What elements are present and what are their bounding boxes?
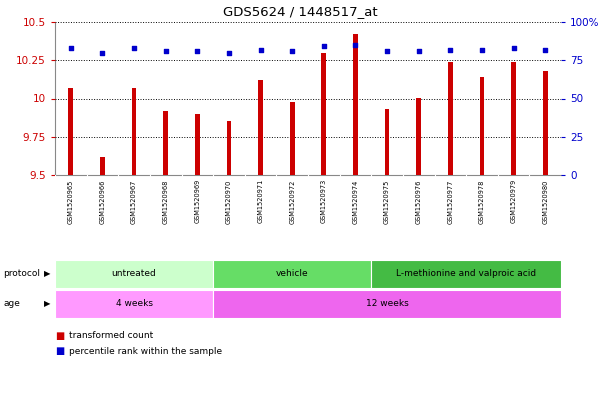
Bar xyxy=(69,88,73,175)
Point xyxy=(477,46,487,53)
Text: ▶: ▶ xyxy=(44,270,50,279)
Text: GSM1520976: GSM1520976 xyxy=(416,179,422,224)
Bar xyxy=(227,121,231,175)
Text: ▶: ▶ xyxy=(44,299,50,309)
Text: percentile rank within the sample: percentile rank within the sample xyxy=(69,347,222,356)
Text: GSM1520975: GSM1520975 xyxy=(384,179,390,224)
Bar xyxy=(55,290,213,318)
Bar xyxy=(213,260,371,288)
Point xyxy=(509,45,519,51)
Point xyxy=(540,46,550,53)
Text: vehicle: vehicle xyxy=(276,270,308,279)
Bar xyxy=(100,157,105,175)
Point xyxy=(192,48,202,54)
Bar xyxy=(132,88,136,175)
Point xyxy=(97,50,107,56)
Bar xyxy=(290,101,294,175)
Point xyxy=(129,45,139,51)
Point xyxy=(256,46,266,53)
Bar xyxy=(258,80,263,175)
Text: age: age xyxy=(3,299,20,309)
Bar xyxy=(448,62,453,175)
Text: GSM1520967: GSM1520967 xyxy=(131,179,137,224)
Text: GSM1520971: GSM1520971 xyxy=(258,179,264,223)
Bar xyxy=(371,260,561,288)
Bar xyxy=(511,62,516,175)
Point xyxy=(224,50,234,56)
Text: L-methionine and valproic acid: L-methionine and valproic acid xyxy=(396,270,536,279)
Point xyxy=(66,45,76,51)
Text: GSM1520974: GSM1520974 xyxy=(352,179,358,224)
Text: GSM1520979: GSM1520979 xyxy=(511,179,517,223)
Point xyxy=(319,43,329,50)
Bar xyxy=(353,34,358,175)
Point xyxy=(414,48,424,54)
Text: GSM1520968: GSM1520968 xyxy=(163,179,169,224)
Bar xyxy=(55,260,213,288)
Text: protocol: protocol xyxy=(3,270,40,279)
Text: ■: ■ xyxy=(55,331,64,341)
Text: 12 weeks: 12 weeks xyxy=(365,299,409,309)
Point xyxy=(350,42,360,48)
Text: ■: ■ xyxy=(55,346,64,356)
Text: 4 weeks: 4 weeks xyxy=(115,299,153,309)
Text: GSM1520972: GSM1520972 xyxy=(289,179,295,224)
Text: GSM1520970: GSM1520970 xyxy=(226,179,232,224)
Bar xyxy=(480,77,484,175)
Bar xyxy=(213,290,561,318)
Point xyxy=(445,46,455,53)
Bar xyxy=(163,111,168,175)
Bar xyxy=(385,109,389,175)
Text: GSM1520977: GSM1520977 xyxy=(447,179,453,224)
Text: GSM1520969: GSM1520969 xyxy=(194,179,200,223)
Text: untreated: untreated xyxy=(112,270,156,279)
Text: GSM1520973: GSM1520973 xyxy=(321,179,327,223)
Bar xyxy=(195,114,200,175)
Text: GSM1520980: GSM1520980 xyxy=(542,179,548,224)
Text: GSM1520965: GSM1520965 xyxy=(68,179,74,224)
Text: GSM1520966: GSM1520966 xyxy=(99,179,105,224)
Text: transformed count: transformed count xyxy=(69,332,153,340)
Point xyxy=(382,48,392,54)
Bar xyxy=(543,71,548,175)
Point xyxy=(161,48,171,54)
Bar xyxy=(322,53,326,175)
Bar xyxy=(416,99,421,175)
Point xyxy=(287,48,297,54)
Text: GDS5624 / 1448517_at: GDS5624 / 1448517_at xyxy=(223,5,378,18)
Text: GSM1520978: GSM1520978 xyxy=(479,179,485,224)
